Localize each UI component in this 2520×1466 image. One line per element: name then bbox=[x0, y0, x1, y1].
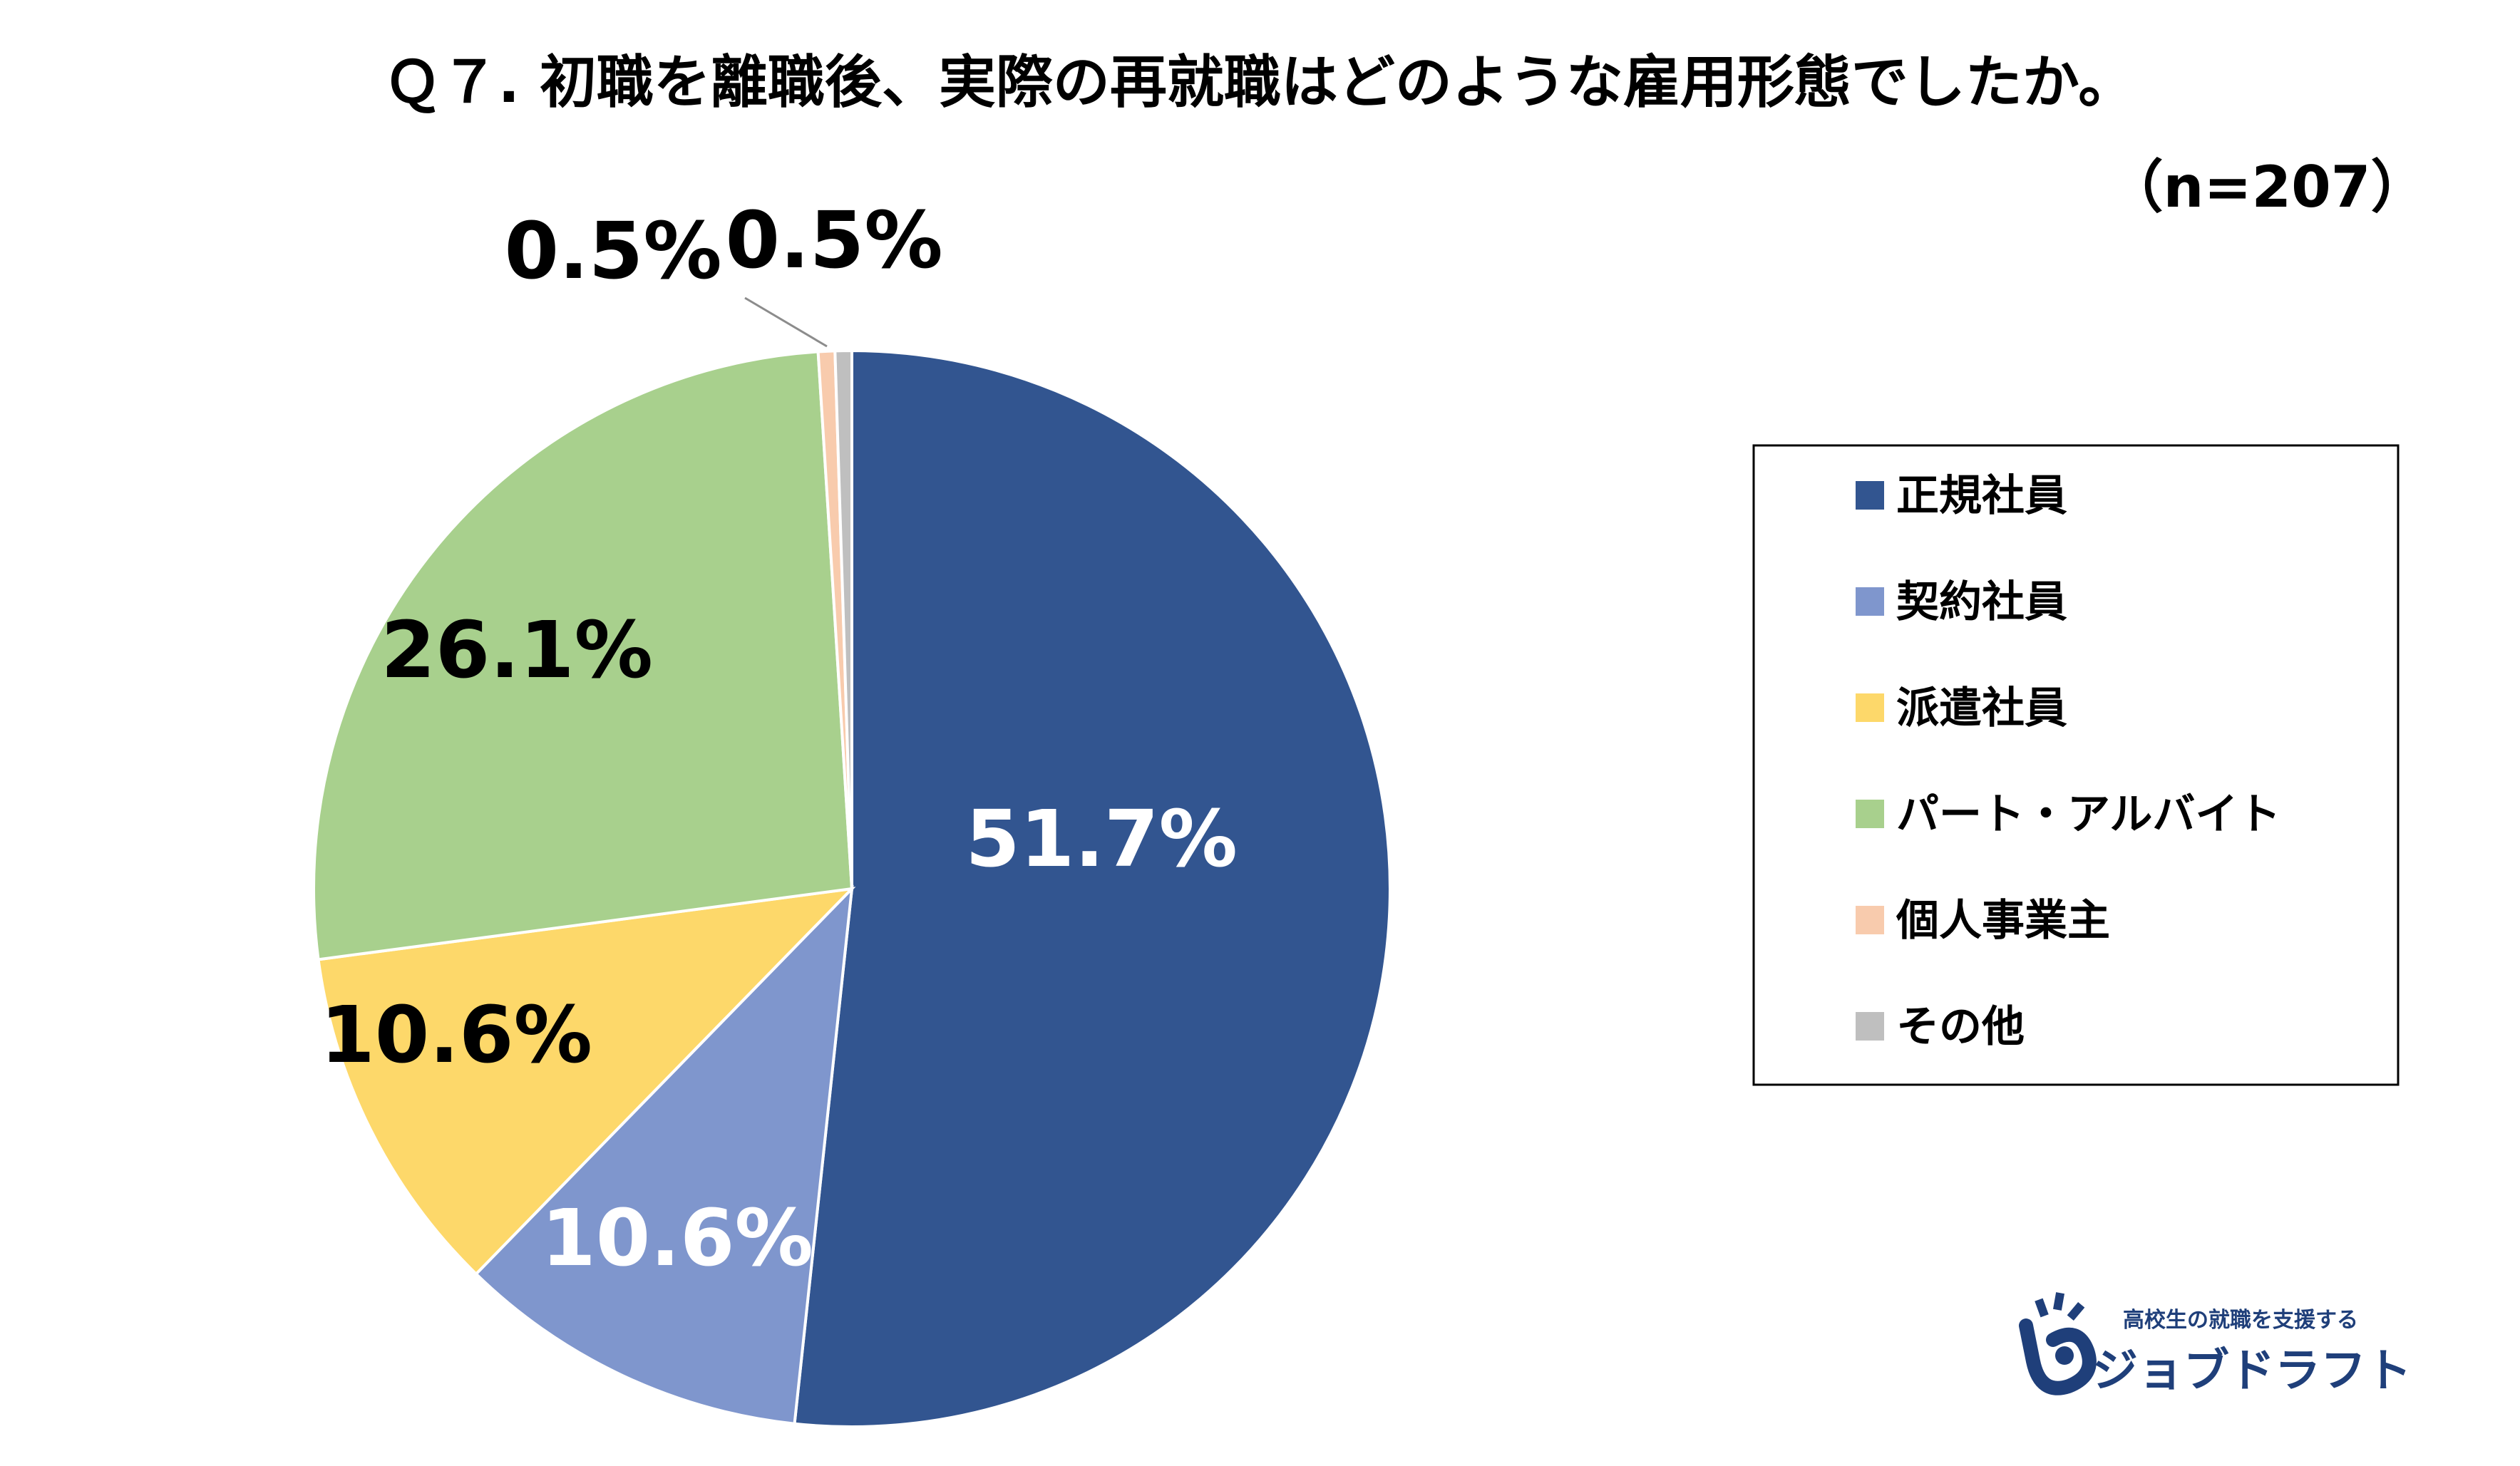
pie-slice bbox=[474, 884, 854, 1425]
legend-label: 個人事業主 bbox=[1896, 896, 2110, 946]
pie-slice bbox=[793, 349, 1392, 1428]
legend-label: パート・アルバイト bbox=[1896, 790, 2280, 840]
data-label: 51.7% bbox=[965, 793, 1238, 884]
data-labels: 51.7% 10.6% 10.6% 26.1% 0.5% 0.5% bbox=[320, 195, 1238, 1284]
legend-label: 派遣社員 bbox=[1896, 683, 2067, 733]
data-label: 0.5% bbox=[504, 205, 721, 296]
legend-swatch bbox=[1856, 693, 1884, 722]
pie-slice bbox=[312, 350, 854, 961]
logo: 高校生の就職を支援する ジョブドラフト bbox=[2019, 1292, 2412, 1398]
logo-mark-icon bbox=[2019, 1292, 2097, 1395]
legend-label: その他 bbox=[1896, 1002, 2025, 1052]
pie-slices bbox=[312, 349, 1392, 1428]
legend-swatch bbox=[1856, 1012, 1884, 1041]
legend-swatch bbox=[1856, 800, 1884, 828]
data-label: 26.1% bbox=[381, 604, 653, 696]
logo-tagline: 高校生の就職を支援する bbox=[2123, 1308, 2358, 1333]
legend-label: 正規社員 bbox=[1896, 471, 2067, 521]
chart-title: Ｑ７. 初職を離職後、実際の再就職はどのような雇用形態でしたか。 bbox=[384, 49, 2136, 115]
callout-line bbox=[744, 296, 828, 348]
legend-swatch bbox=[1856, 906, 1884, 934]
logo-name: ジョブドラフト bbox=[2092, 1345, 2412, 1398]
data-label: 0.5% bbox=[725, 195, 942, 286]
legend-box bbox=[1752, 444, 2400, 1086]
legend-swatch bbox=[1856, 587, 1884, 616]
pie-slice bbox=[317, 887, 856, 1276]
legend-swatch bbox=[1856, 481, 1884, 510]
data-label: 10.6% bbox=[320, 989, 592, 1080]
sample-size: （n=207） bbox=[2107, 154, 2428, 220]
pie-slice bbox=[833, 349, 853, 889]
data-label: 10.6% bbox=[541, 1192, 813, 1284]
legend-label: 契約社員 bbox=[1896, 577, 2067, 627]
callout-lines bbox=[744, 296, 828, 348]
